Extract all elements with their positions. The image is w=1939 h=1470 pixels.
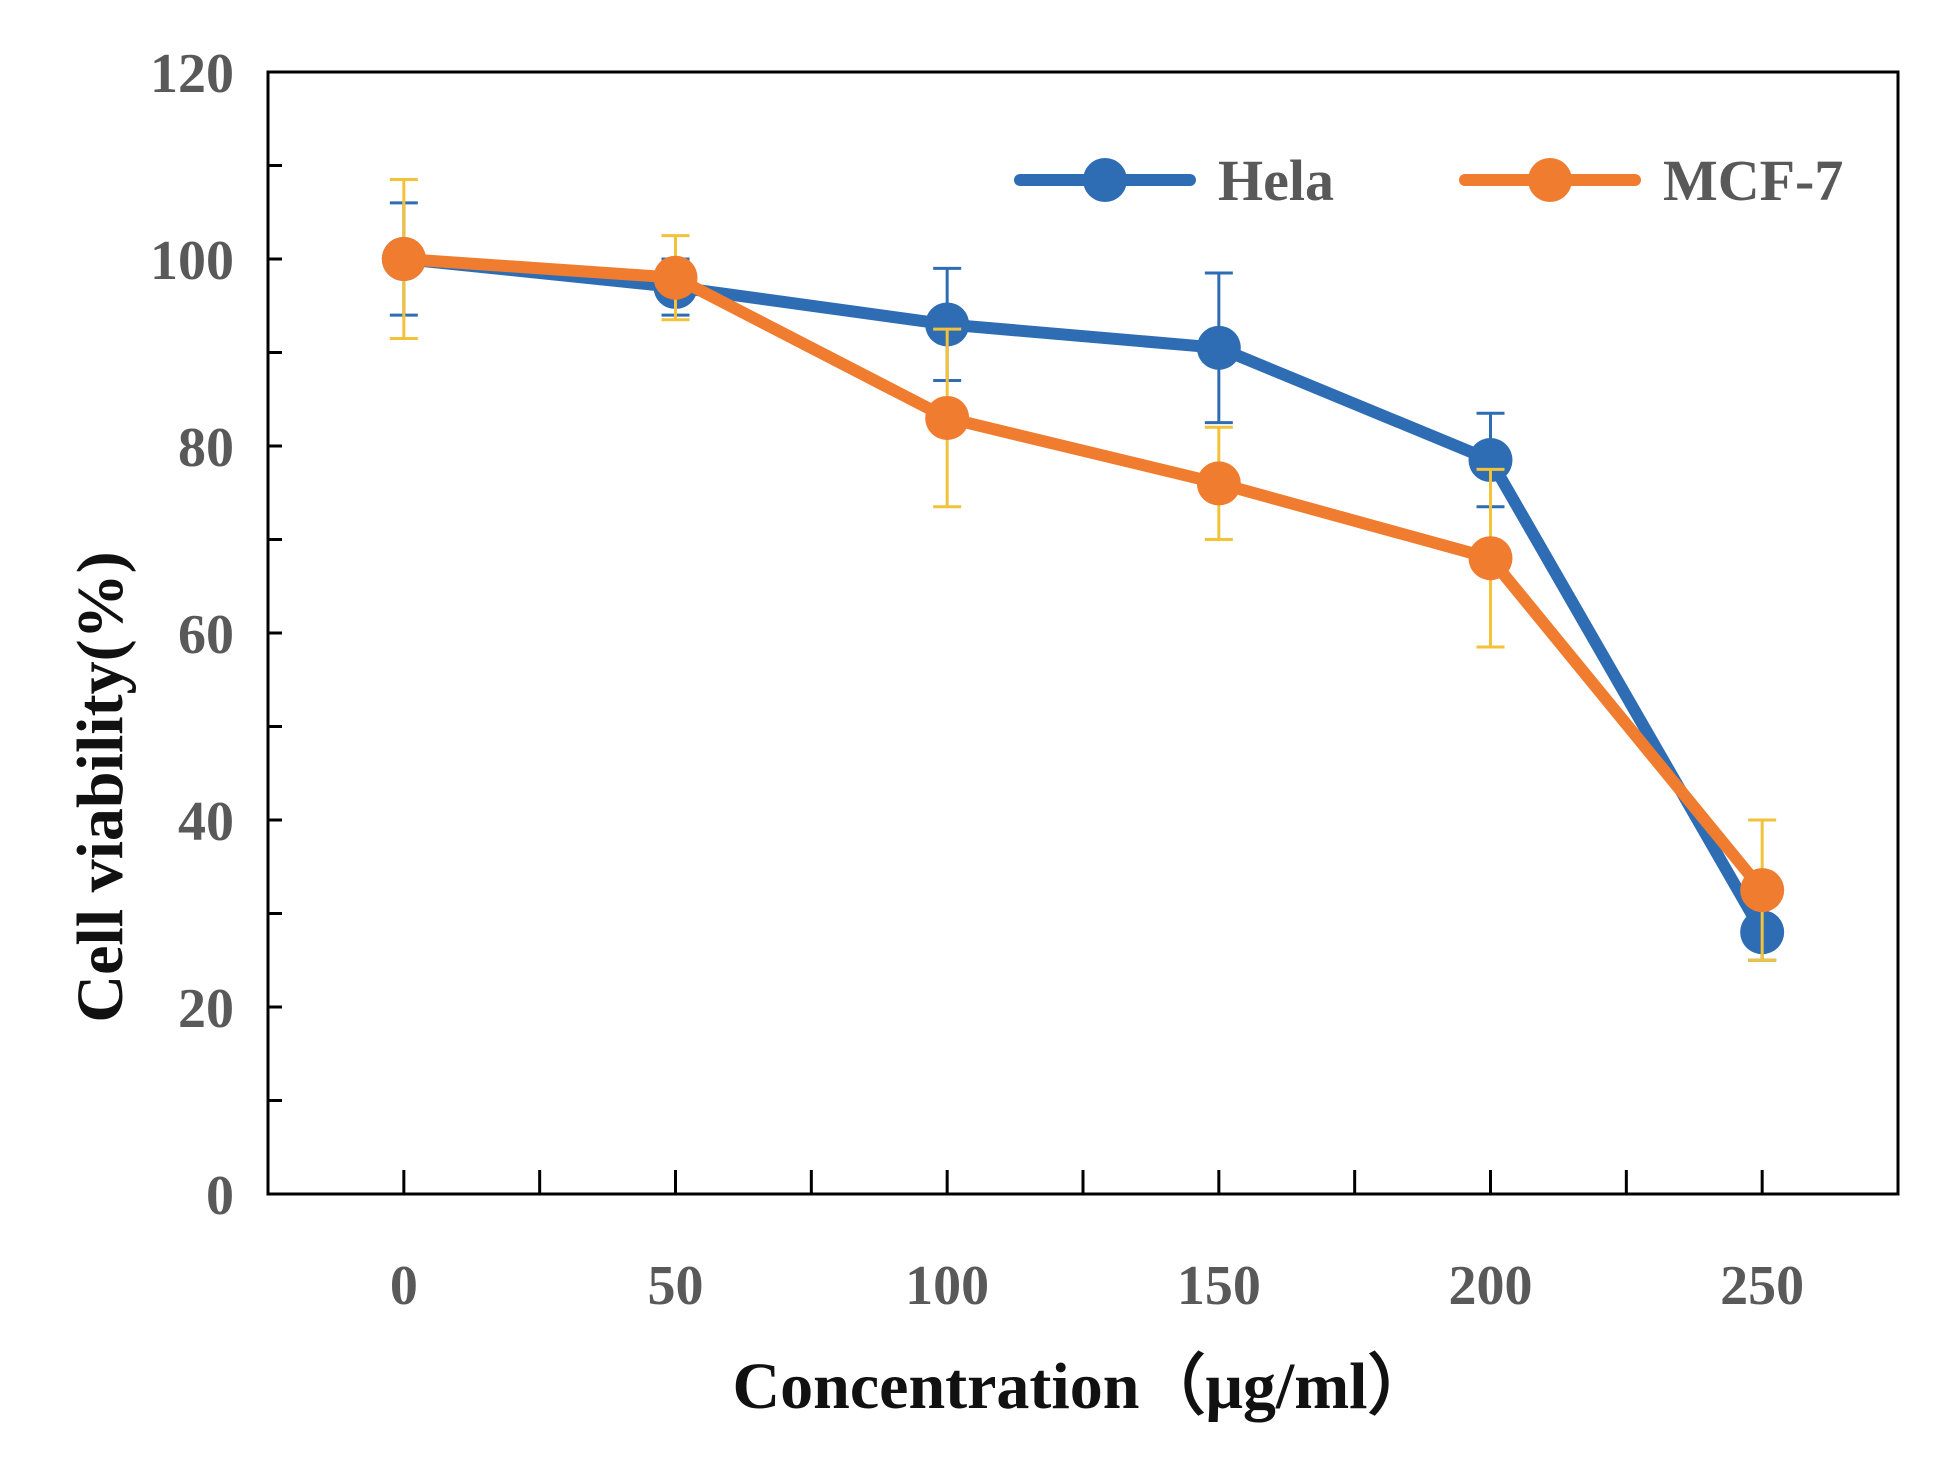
y-axis: 0 20 40 60 80 100 120 xyxy=(150,43,282,1227)
y-tick-label: 80 xyxy=(178,417,234,479)
y-tick-label: 120 xyxy=(150,43,234,105)
y-tick-label: 60 xyxy=(178,604,234,666)
x-axis-title: Concentration（μg/ml） xyxy=(732,1349,1433,1423)
data-point xyxy=(1468,536,1513,581)
x-tick-label: 150 xyxy=(1177,1255,1261,1317)
series-layer xyxy=(381,178,1785,962)
x-tick-label: 0 xyxy=(390,1255,418,1317)
data-point xyxy=(1196,325,1241,370)
legend-marker xyxy=(1083,158,1127,202)
y-tick-label: 20 xyxy=(178,978,234,1040)
data-point xyxy=(1468,438,1513,483)
legend: Hela MCF-7 xyxy=(1014,148,1843,213)
data-point xyxy=(653,255,698,300)
y-tick-label: 100 xyxy=(150,230,234,292)
series-mcf-7 xyxy=(381,178,1785,962)
x-tick-label: 250 xyxy=(1720,1255,1804,1317)
x-tick-label: 100 xyxy=(905,1255,989,1317)
data-point xyxy=(925,302,970,347)
data-point xyxy=(1196,461,1241,506)
y-tick-label: 40 xyxy=(178,791,234,853)
x-axis: 0 50 100 150 200 250 xyxy=(390,1170,1804,1317)
legend-label: MCF-7 xyxy=(1663,148,1843,213)
data-point xyxy=(925,395,970,440)
data-point xyxy=(381,237,426,281)
series-line xyxy=(397,253,1769,939)
y-tick-label: 0 xyxy=(206,1165,234,1227)
series-line xyxy=(397,253,1769,897)
y-axis-title: Cell viability(%) xyxy=(64,551,137,1022)
legend-marker xyxy=(1528,158,1572,202)
legend-label: Hela xyxy=(1218,148,1334,213)
legend-item: Hela xyxy=(1014,148,1334,213)
x-tick-label: 200 xyxy=(1449,1255,1533,1317)
x-tick-label: 50 xyxy=(648,1255,704,1317)
legend-item: MCF-7 xyxy=(1459,148,1843,213)
data-point xyxy=(1740,868,1785,913)
